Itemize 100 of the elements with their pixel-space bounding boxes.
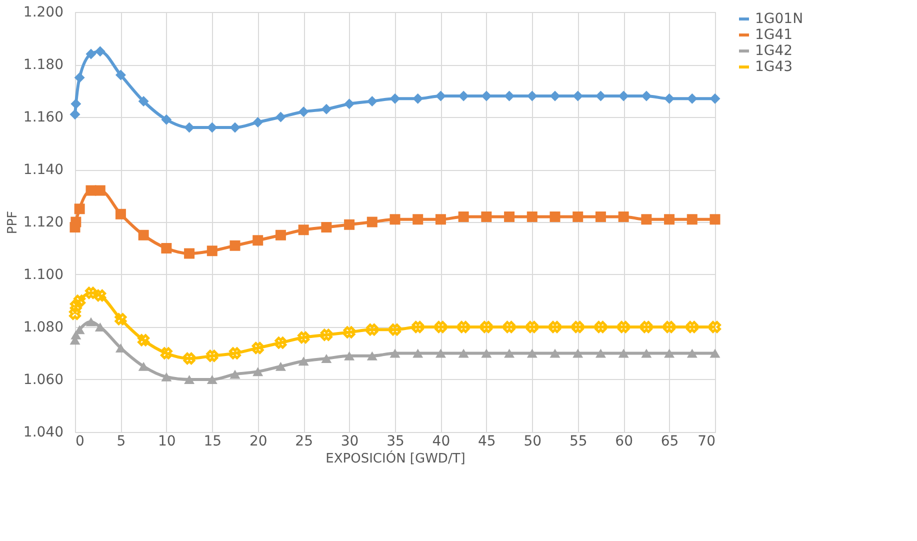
point xyxy=(366,351,378,360)
point xyxy=(594,321,607,333)
point xyxy=(160,347,172,360)
x-tick-label: 70 xyxy=(698,434,716,450)
point xyxy=(618,321,630,333)
x-tick-label: 35 xyxy=(386,434,404,450)
point xyxy=(74,72,85,83)
point xyxy=(321,104,332,114)
point xyxy=(503,321,516,333)
point xyxy=(710,348,720,358)
point xyxy=(710,93,720,104)
x-tick-label: 25 xyxy=(295,434,313,450)
point xyxy=(70,98,82,110)
point xyxy=(664,214,675,225)
point xyxy=(412,214,424,225)
point xyxy=(206,374,218,384)
y-tick-label: 1.120 xyxy=(23,214,64,230)
point xyxy=(480,321,492,333)
x-tick-label: 55 xyxy=(569,434,588,450)
y-tick-label: 1.180 xyxy=(23,57,64,73)
point xyxy=(686,321,698,333)
point xyxy=(595,348,606,358)
point xyxy=(390,214,400,225)
point xyxy=(206,246,218,256)
point xyxy=(86,48,96,60)
point xyxy=(320,328,332,341)
point xyxy=(229,347,241,360)
y-axis-title: PPF xyxy=(5,210,20,234)
x-tick-label: 40 xyxy=(432,434,450,450)
point xyxy=(618,212,629,222)
point xyxy=(664,348,675,358)
point xyxy=(115,208,126,220)
point xyxy=(252,117,264,128)
point xyxy=(641,348,652,358)
point xyxy=(70,216,82,228)
point xyxy=(206,350,218,362)
point xyxy=(298,224,309,236)
point xyxy=(572,321,584,333)
point xyxy=(252,367,264,376)
point xyxy=(343,326,356,338)
point xyxy=(481,90,492,102)
point xyxy=(298,332,310,344)
point xyxy=(663,321,676,333)
x-tick-label: 0 xyxy=(76,434,84,450)
point xyxy=(458,90,469,102)
point xyxy=(504,212,515,222)
y-tick-label: 1.200 xyxy=(23,4,64,20)
point xyxy=(526,348,538,358)
point xyxy=(114,313,127,326)
point xyxy=(412,321,424,333)
x-tick-label: 60 xyxy=(615,434,633,450)
x-tick-label: 20 xyxy=(249,434,268,450)
point xyxy=(94,290,106,302)
point xyxy=(504,348,515,358)
point xyxy=(572,348,584,358)
point xyxy=(412,348,424,358)
y-tick-label: 1.040 xyxy=(23,424,64,440)
x-axis-title: EXPOSICIÓN [GWD/T] xyxy=(326,450,466,466)
x-tick-label: 65 xyxy=(660,434,679,450)
point xyxy=(458,321,470,333)
y-tick-label: 1.140 xyxy=(23,162,64,178)
point xyxy=(344,219,355,230)
point xyxy=(572,212,584,222)
point xyxy=(435,348,446,358)
x-tick-label: 50 xyxy=(524,434,542,450)
point xyxy=(686,348,698,358)
point xyxy=(550,90,560,102)
point xyxy=(138,230,149,240)
legend-label: 1G43 xyxy=(755,59,793,75)
x-tick-label: 5 xyxy=(116,434,126,450)
point xyxy=(641,90,652,102)
point xyxy=(161,243,172,254)
point xyxy=(86,317,96,326)
point xyxy=(458,348,469,358)
point xyxy=(526,321,538,333)
point xyxy=(252,235,264,246)
x-tick-label: 30 xyxy=(340,434,359,450)
point xyxy=(85,286,97,299)
point xyxy=(641,214,652,225)
point xyxy=(434,321,447,333)
point xyxy=(435,214,446,225)
x-tick-label: 45 xyxy=(478,434,496,450)
point xyxy=(161,114,172,125)
point xyxy=(550,348,560,358)
point xyxy=(184,248,195,259)
point xyxy=(435,90,446,102)
x-tick-label: 15 xyxy=(204,434,222,450)
point xyxy=(458,212,469,222)
point xyxy=(74,294,86,307)
point xyxy=(230,122,240,133)
point xyxy=(230,370,240,379)
point xyxy=(640,321,652,333)
legend-label: 1G42 xyxy=(755,43,793,59)
point xyxy=(275,362,286,371)
point xyxy=(481,348,492,358)
point xyxy=(390,348,400,358)
point xyxy=(618,348,629,358)
point xyxy=(321,222,332,232)
point xyxy=(366,216,378,228)
point xyxy=(183,352,196,364)
